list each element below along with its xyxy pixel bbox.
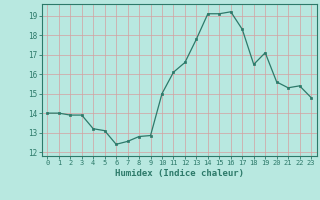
X-axis label: Humidex (Indice chaleur): Humidex (Indice chaleur) [115, 169, 244, 178]
